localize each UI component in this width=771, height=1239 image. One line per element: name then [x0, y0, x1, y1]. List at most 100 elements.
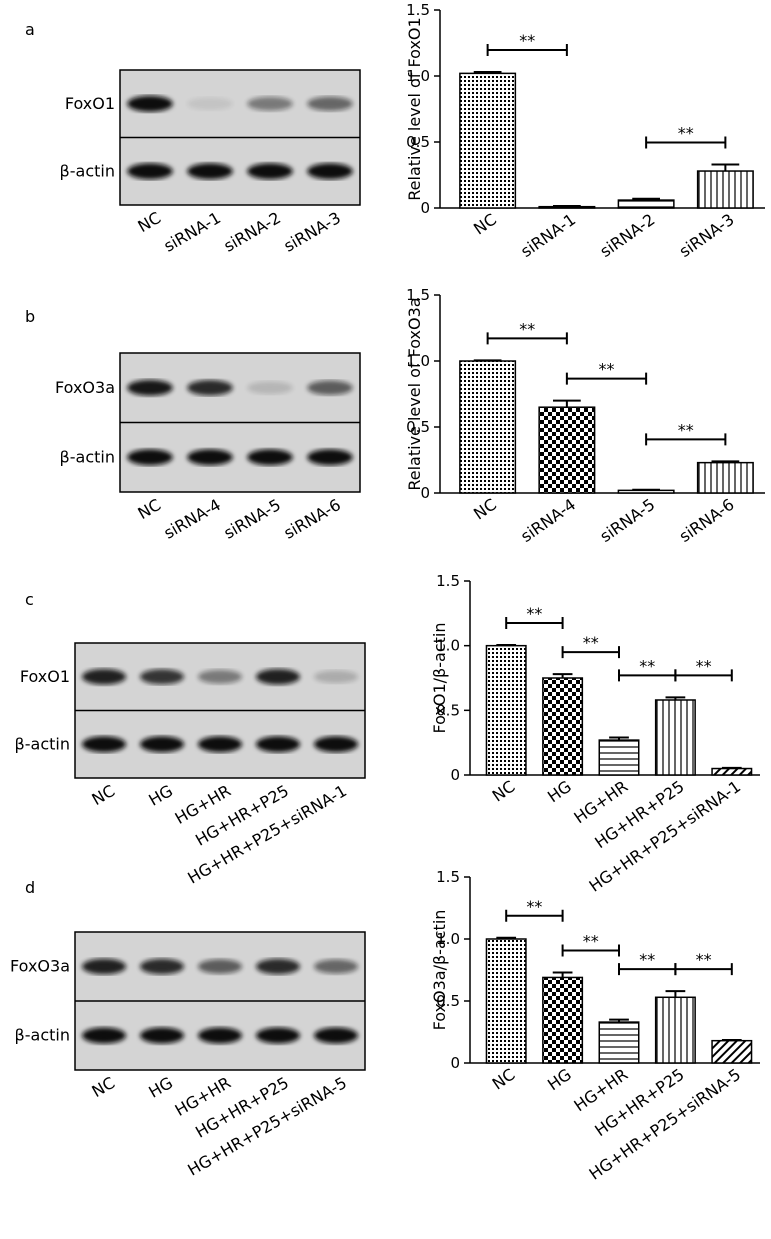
- x-tick-label: NC: [470, 495, 500, 524]
- blot-row-label: FoxO3a: [55, 378, 115, 397]
- blot-band: [127, 449, 173, 466]
- error-bar: [665, 696, 686, 700]
- y-tick-label: 0: [420, 484, 430, 502]
- significance-label: **: [639, 950, 655, 969]
- error-bar: [711, 460, 740, 463]
- error-bar: [473, 359, 502, 362]
- error-bar: [553, 205, 581, 208]
- blot-band: [187, 163, 233, 180]
- lane-label: NC: [134, 495, 164, 523]
- significance-label: **: [519, 319, 535, 338]
- blot-band: [139, 1027, 185, 1044]
- blot-band: [127, 95, 173, 112]
- significance-bracket: [674, 963, 733, 976]
- blot-band: [187, 449, 233, 466]
- significance-label: **: [639, 656, 655, 675]
- blot-band: [255, 736, 301, 753]
- x-tick-label: siRNA-5: [596, 495, 658, 546]
- x-tick-label: siRNA-6: [676, 495, 738, 546]
- lane-label: siRNA-4: [160, 495, 224, 543]
- panel-label: d: [25, 878, 35, 897]
- error-bar: [552, 673, 573, 678]
- error-bar: [473, 71, 502, 74]
- x-tick-label: NC: [470, 210, 500, 239]
- blot-band: [197, 959, 243, 974]
- blot-band: [81, 668, 127, 685]
- blot-band: [139, 958, 185, 975]
- bar: [542, 677, 584, 776]
- error-bar: [665, 990, 686, 998]
- significance-label: **: [678, 123, 694, 142]
- significance-label: **: [678, 420, 694, 439]
- y-tick-label: 1.5: [436, 572, 460, 590]
- x-tick-label: NC: [489, 777, 519, 806]
- panel-label: c: [25, 590, 34, 609]
- error-bar: [552, 971, 573, 978]
- x-tick-label: NC: [489, 1065, 519, 1094]
- x-tick-label: HG: [544, 777, 575, 807]
- y-tick-label: 0.5: [406, 133, 430, 151]
- y-tick-label: 1.0: [436, 637, 460, 655]
- blot-band: [307, 163, 353, 180]
- blot-band: [307, 96, 353, 111]
- error-bar: [721, 1039, 742, 1042]
- y-tick-label: 1.5: [436, 868, 460, 886]
- panel-label: b: [25, 307, 35, 326]
- panel-label: a: [25, 20, 35, 39]
- y-axis-label: FoxO1/β-actin: [430, 622, 449, 733]
- y-axis-label: Relative level of FoxO1: [405, 17, 424, 200]
- y-tick-label: 0.5: [436, 701, 460, 719]
- x-tick-label: siRNA-2: [596, 210, 658, 261]
- y-tick-label: 0.5: [436, 992, 460, 1010]
- significance-bracket: [486, 44, 568, 57]
- significance-label: **: [583, 633, 599, 652]
- blot-band: [139, 669, 185, 685]
- bar: [485, 644, 527, 776]
- x-tick-label: siRNA-1: [517, 210, 579, 261]
- bar: [617, 489, 675, 494]
- significance-label: **: [696, 950, 712, 969]
- significance-bracket: [674, 669, 733, 682]
- blot-row-label: FoxO1: [65, 94, 115, 113]
- y-axis-label: Relative level of FoxO3a: [405, 297, 424, 490]
- error-bar: [496, 644, 517, 647]
- y-tick-label: 1.0: [406, 352, 430, 370]
- blot-row-label: FoxO1: [20, 667, 70, 686]
- significance-label: **: [583, 931, 599, 950]
- y-axis-label: FoxO3a/β-actin: [430, 910, 449, 1031]
- blot-band: [307, 449, 353, 466]
- x-tick-label: HG: [544, 1065, 575, 1095]
- blot-band: [255, 1027, 301, 1044]
- blot-band: [187, 380, 233, 396]
- significance-label: **: [599, 360, 615, 379]
- y-tick-label: 0.5: [406, 418, 430, 436]
- error-bar: [632, 197, 660, 201]
- blot-band: [187, 97, 233, 110]
- significance-bracket: [561, 944, 620, 957]
- significance-label: **: [696, 656, 712, 675]
- lane-label: HG: [145, 781, 176, 810]
- x-tick-label: siRNA-4: [517, 495, 579, 546]
- significance-bracket: [645, 433, 727, 446]
- blot-row-label: β-actin: [60, 161, 115, 180]
- significance-bracket: [505, 617, 564, 630]
- blot-band: [247, 449, 293, 466]
- error-bar: [609, 1018, 629, 1023]
- lane-label: siRNA-1: [160, 208, 224, 256]
- bar: [459, 72, 517, 209]
- blot-band: [313, 1027, 359, 1044]
- y-tick-label: 0: [420, 199, 430, 217]
- lane-label: NC: [88, 781, 118, 809]
- blot-band: [81, 958, 127, 975]
- error-bar: [721, 766, 742, 769]
- error-bar: [632, 488, 660, 491]
- blot-band: [255, 668, 301, 685]
- bar: [485, 938, 527, 1064]
- significance-bracket: [486, 332, 568, 345]
- bar: [459, 360, 517, 494]
- blot-band: [247, 381, 293, 395]
- blot-band: [81, 1027, 127, 1044]
- error-bar: [711, 163, 740, 172]
- error-bar: [609, 736, 629, 741]
